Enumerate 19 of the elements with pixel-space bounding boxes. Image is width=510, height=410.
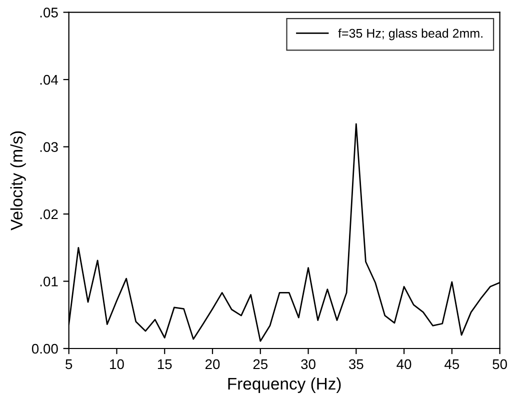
y-tick-label: .02 <box>40 209 58 220</box>
y-tick-label: 0.00 <box>32 344 58 354</box>
x-tick-label: 40 <box>396 359 412 370</box>
y-tick-label: .01 <box>40 276 58 286</box>
x-tick-label: 50 <box>492 359 507 370</box>
y-tick-label: .03 <box>40 142 58 152</box>
legend-label: f=35 Hz; glass bead 2mm. <box>338 28 482 40</box>
x-tick-label: 20 <box>205 359 220 370</box>
x-tick-label: 15 <box>158 359 172 370</box>
x-axis-title: Frequency (Hz) <box>228 377 341 393</box>
y-tick-label: .05 <box>40 8 58 18</box>
x-tick-label: 10 <box>110 359 124 370</box>
y-tick-label: .04 <box>40 74 58 85</box>
y-axis-title: Velocity (m/s) <box>10 131 26 230</box>
x-tick-label: 45 <box>444 359 460 370</box>
x-tick-label: 30 <box>301 359 316 370</box>
x-tick-label: 25 <box>253 359 268 370</box>
x-tick-label: 35 <box>348 359 364 370</box>
x-tick-label: 5 <box>66 359 72 370</box>
